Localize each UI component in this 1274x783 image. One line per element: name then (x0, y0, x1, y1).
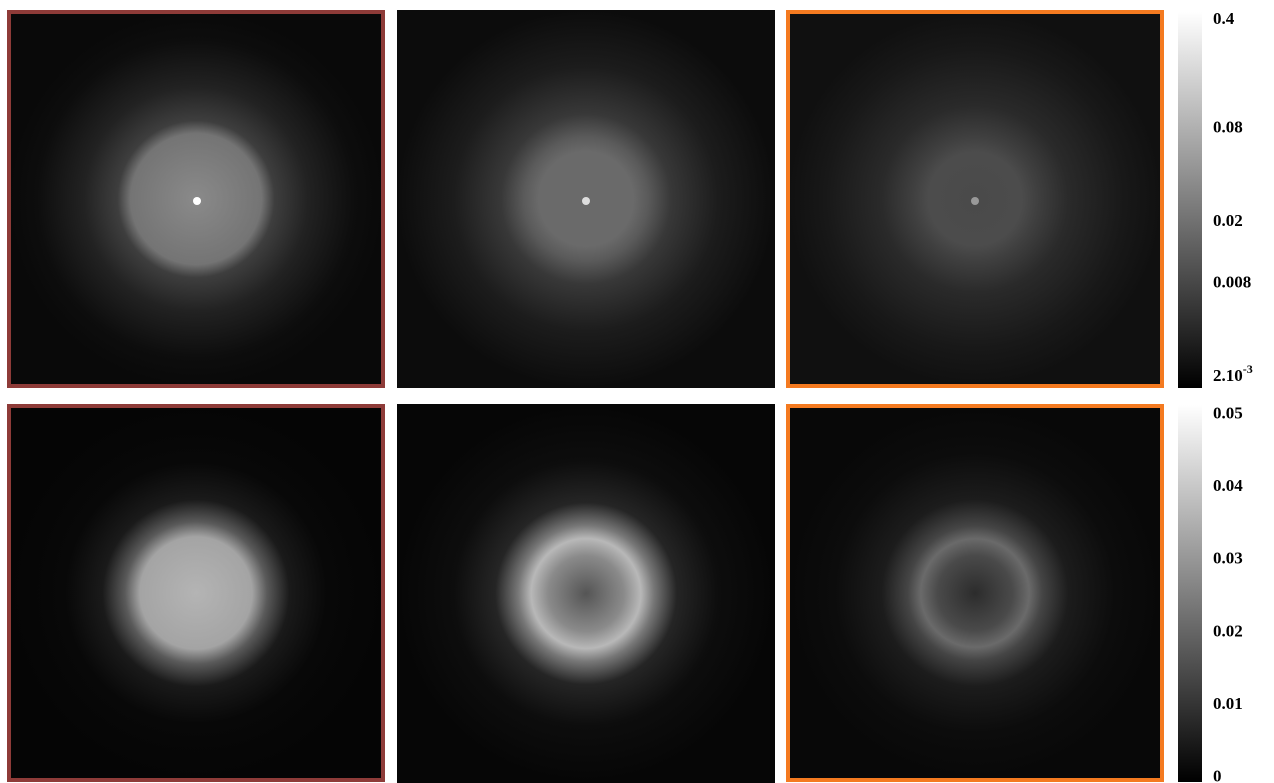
colorbar-tick-label: 0.05 (1213, 403, 1243, 422)
colorbar-tick-label: 0.01 (1213, 694, 1243, 713)
center-dot (971, 197, 979, 205)
tick-exponent: -3 (1243, 362, 1253, 376)
panel (397, 404, 775, 783)
colorbar-tick-label: 0.02 (1213, 621, 1243, 640)
colorbar-tick-label: 0.04 (1213, 476, 1243, 495)
colorbar-tick-label: 0.08 (1213, 117, 1243, 136)
colorbar-tick-label: 0.008 (1213, 273, 1251, 292)
center-dot (582, 197, 590, 205)
colorbar (1178, 405, 1202, 782)
colorbar-tick-label: 0.02 (1213, 211, 1243, 230)
colorbar-tick-label: 0.03 (1213, 549, 1243, 568)
colorbar-tick-label: 0 (1213, 767, 1222, 783)
panels (7, 10, 1164, 783)
tick-mantissa: 2.10 (1213, 366, 1243, 385)
colorbar-tick-label: 0.4 (1213, 9, 1235, 28)
center-dot (193, 197, 201, 205)
panel (7, 404, 385, 782)
colorbar-tick-label: 2.10-3 (1213, 362, 1253, 385)
panel (786, 404, 1164, 782)
colorbar (1178, 12, 1202, 388)
